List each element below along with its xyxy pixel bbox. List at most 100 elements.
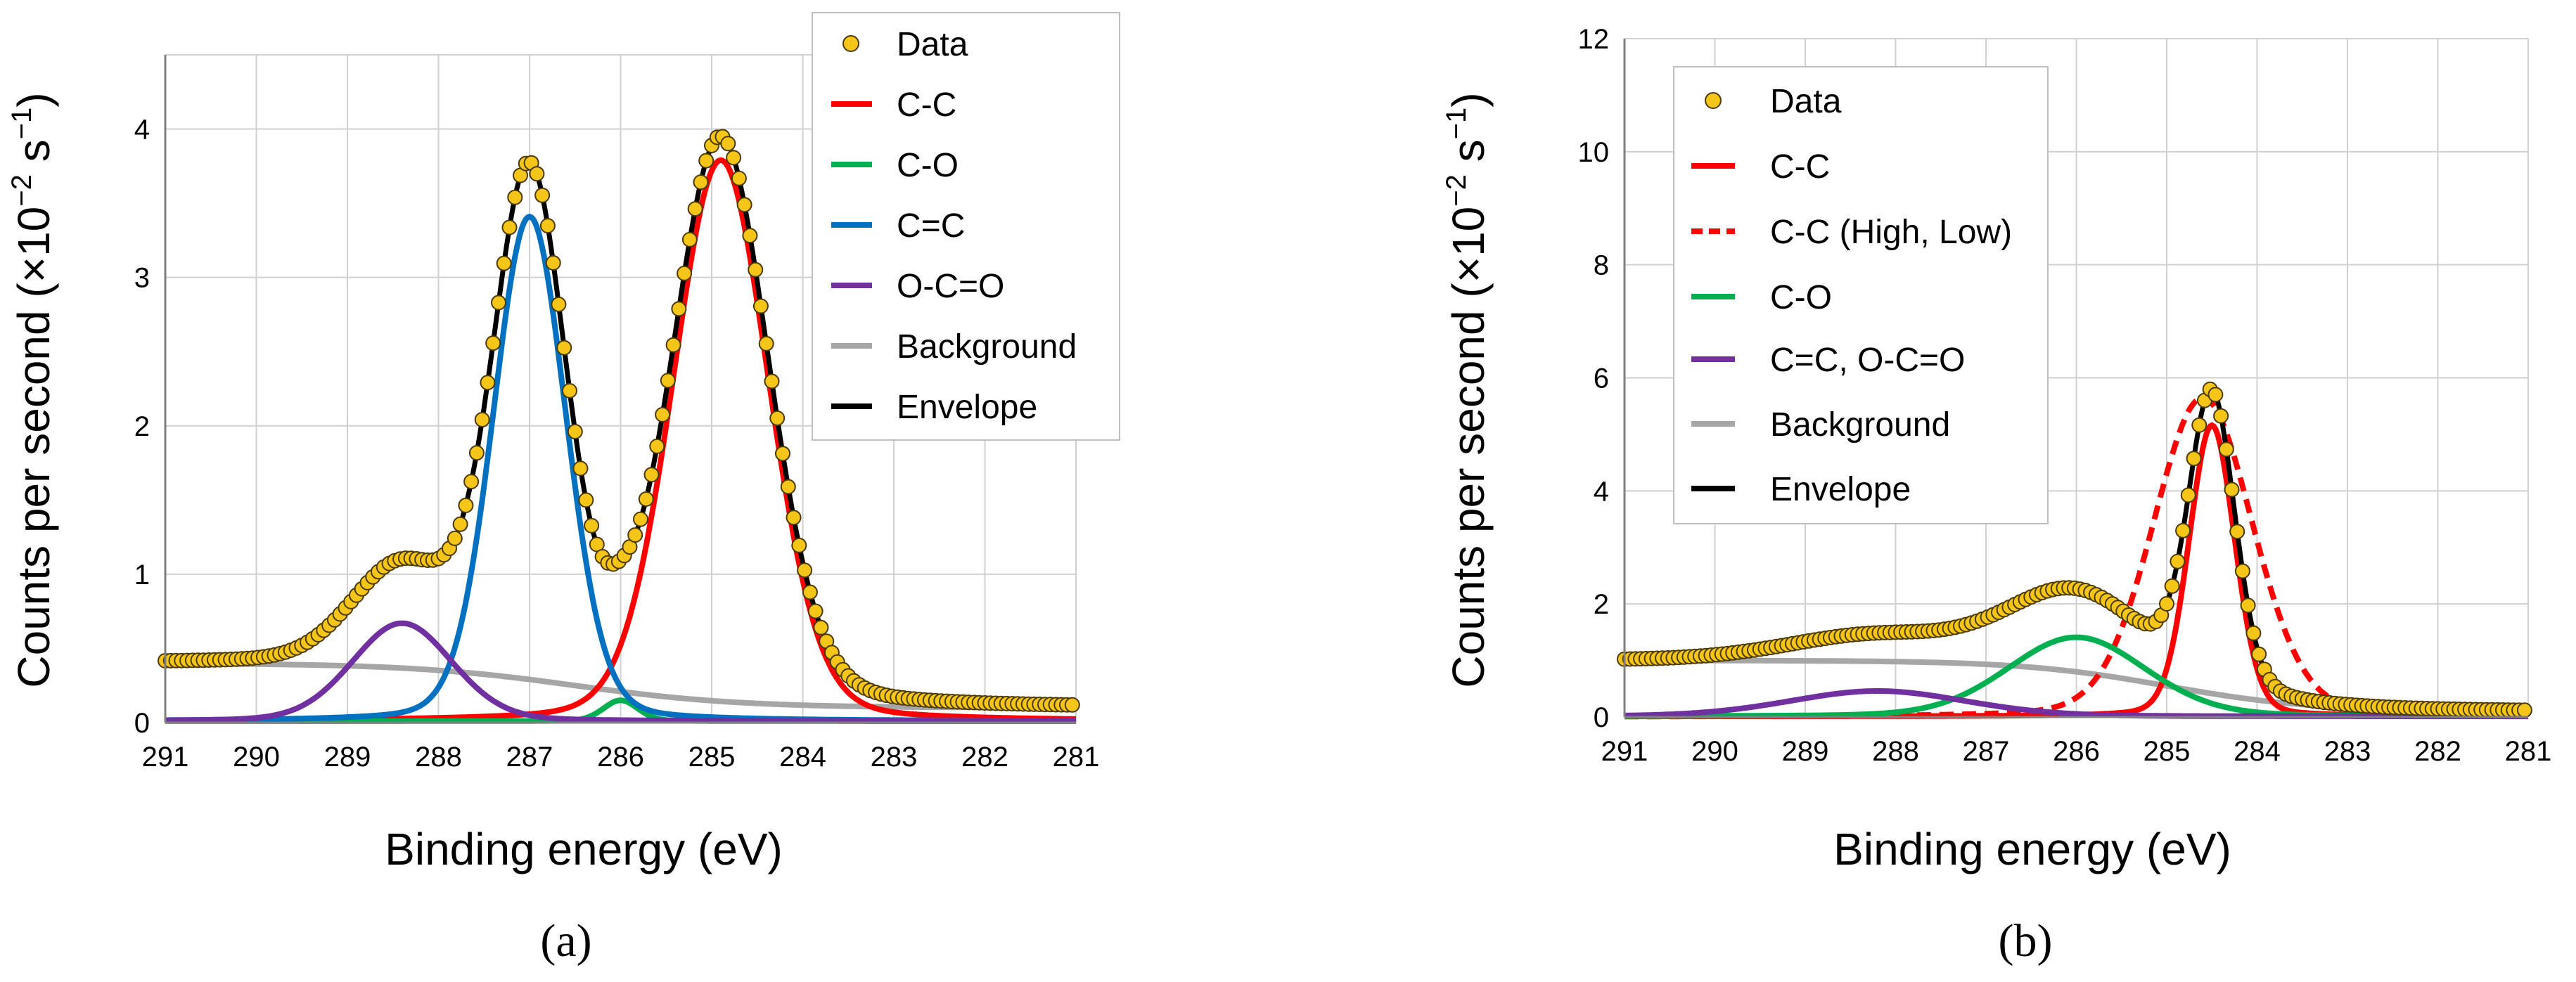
data-point bbox=[726, 150, 742, 166]
data-point bbox=[2240, 597, 2256, 614]
x-tick-label: 282 bbox=[2414, 736, 2461, 767]
y-tick-label: 6 bbox=[1594, 363, 1609, 394]
data-point bbox=[698, 153, 715, 169]
x-tick-label: 288 bbox=[1872, 736, 1919, 767]
data-point bbox=[775, 446, 790, 462]
y-tick-label: 0 bbox=[134, 708, 150, 739]
panel-b-legend: Data C-C C-C (High, Low) C-O C=C, O-C=O … bbox=[1673, 66, 2049, 524]
x-tick-label: 283 bbox=[2324, 736, 2371, 767]
legend-label: C-O bbox=[1770, 279, 1832, 316]
data-point bbox=[2516, 702, 2532, 718]
x-tick-label: 284 bbox=[779, 742, 826, 773]
x-tick-label: 281 bbox=[2505, 736, 2552, 767]
x-tick-label: 281 bbox=[1053, 742, 1100, 773]
data-point bbox=[551, 297, 567, 312]
panel-b-gridlines bbox=[1624, 38, 2529, 717]
legend-label: C-C bbox=[897, 86, 956, 124]
data-point bbox=[2251, 646, 2267, 662]
data-point bbox=[2180, 487, 2196, 503]
data-point bbox=[545, 255, 561, 271]
x-tick-label: 291 bbox=[142, 742, 189, 773]
panel-a-y-tick-labels: 0 1 2 3 4 bbox=[134, 115, 150, 739]
data-point bbox=[677, 265, 693, 281]
data-point bbox=[752, 298, 769, 314]
panel-b-label: (b) bbox=[1999, 915, 2053, 967]
y-tick-label: 2 bbox=[134, 411, 150, 442]
data-point bbox=[780, 479, 796, 495]
data-point bbox=[638, 491, 654, 507]
data-point bbox=[534, 187, 551, 203]
data-point bbox=[655, 406, 671, 422]
panel-a-y-axis-title: Counts per second (×10−2 s−1) bbox=[6, 92, 59, 687]
data-point bbox=[671, 301, 687, 317]
data-point bbox=[681, 231, 698, 247]
x-tick-label: 290 bbox=[233, 742, 280, 773]
data-point bbox=[736, 197, 752, 213]
data-point bbox=[458, 498, 474, 513]
x-tick-label: 283 bbox=[871, 742, 918, 773]
legend-entry-data: Data bbox=[842, 26, 968, 63]
data-point bbox=[633, 511, 648, 527]
data-point bbox=[2164, 578, 2180, 594]
legend-label: C=C bbox=[897, 207, 965, 245]
x-tick-label: 290 bbox=[1691, 736, 1738, 767]
panel-b-y-axis-title: Counts per second (×10−2 s−1) bbox=[1441, 92, 1494, 687]
legend-label: C-C (High, Low) bbox=[1770, 214, 2012, 251]
x-tick-label: 285 bbox=[688, 742, 736, 773]
panel-a-data-points bbox=[158, 129, 1080, 713]
x-tick-label: 286 bbox=[597, 742, 644, 773]
data-point bbox=[2207, 387, 2224, 403]
data-point bbox=[556, 340, 572, 356]
data-point bbox=[748, 261, 764, 278]
x-tick-label: 291 bbox=[1601, 736, 1648, 767]
panel-a-x-axis-title: Binding energy (eV) bbox=[385, 824, 783, 874]
x-tick-label: 289 bbox=[324, 742, 371, 773]
data-point bbox=[485, 335, 501, 351]
data-point bbox=[491, 295, 506, 311]
data-point bbox=[2186, 451, 2202, 467]
data-point bbox=[627, 527, 643, 543]
data-point bbox=[687, 201, 703, 217]
data-point bbox=[507, 189, 523, 205]
x-tick-label: 284 bbox=[2234, 736, 2281, 767]
y-tick-label: 12 bbox=[1578, 24, 1610, 55]
data-point bbox=[1064, 697, 1080, 713]
y-tick-label: 4 bbox=[134, 115, 150, 146]
data-point bbox=[813, 619, 829, 635]
legend-entry-envelope: Envelope bbox=[831, 389, 1037, 426]
legend-entry-envelope: Envelope bbox=[1691, 471, 1911, 508]
data-point bbox=[720, 136, 736, 152]
data-point bbox=[468, 445, 485, 461]
y-tick-label: 0 bbox=[1594, 702, 1609, 733]
data-point bbox=[649, 438, 665, 454]
x-tick-label: 286 bbox=[2053, 736, 2100, 767]
legend-label: C=C, O-C=O bbox=[1770, 342, 1965, 379]
component-curve-o-c-o bbox=[165, 620, 1076, 724]
data-point bbox=[2224, 482, 2240, 498]
data-point bbox=[501, 219, 518, 235]
y-tick-label: 2 bbox=[1594, 589, 1609, 620]
data-point bbox=[731, 170, 747, 186]
x-tick-label: 285 bbox=[2144, 736, 2191, 767]
data-point bbox=[665, 337, 681, 353]
data-point bbox=[643, 467, 660, 483]
data-point bbox=[463, 474, 480, 490]
data-point bbox=[578, 492, 594, 508]
data-point bbox=[447, 530, 463, 546]
data-point bbox=[2229, 524, 2245, 540]
legend-entry-c-double-c-o-c-o: C=C, O-C=O bbox=[1691, 342, 1965, 379]
component-curve-c-c-high-low- bbox=[1625, 394, 2528, 720]
data-point bbox=[764, 373, 780, 389]
data-point bbox=[797, 562, 813, 579]
data-point bbox=[758, 335, 774, 351]
data-point bbox=[452, 516, 468, 532]
data-point bbox=[2170, 553, 2186, 569]
legend-entry-background: Background bbox=[1691, 406, 1950, 444]
legend-entry-c-o: C-O bbox=[831, 147, 959, 184]
data-marker-icon bbox=[1705, 92, 1722, 109]
data-point bbox=[567, 424, 583, 439]
y-tick-label: 10 bbox=[1578, 137, 1610, 168]
legend-label: Envelope bbox=[897, 389, 1037, 426]
legend-entry-o-c-o: O-C=O bbox=[831, 268, 1004, 305]
